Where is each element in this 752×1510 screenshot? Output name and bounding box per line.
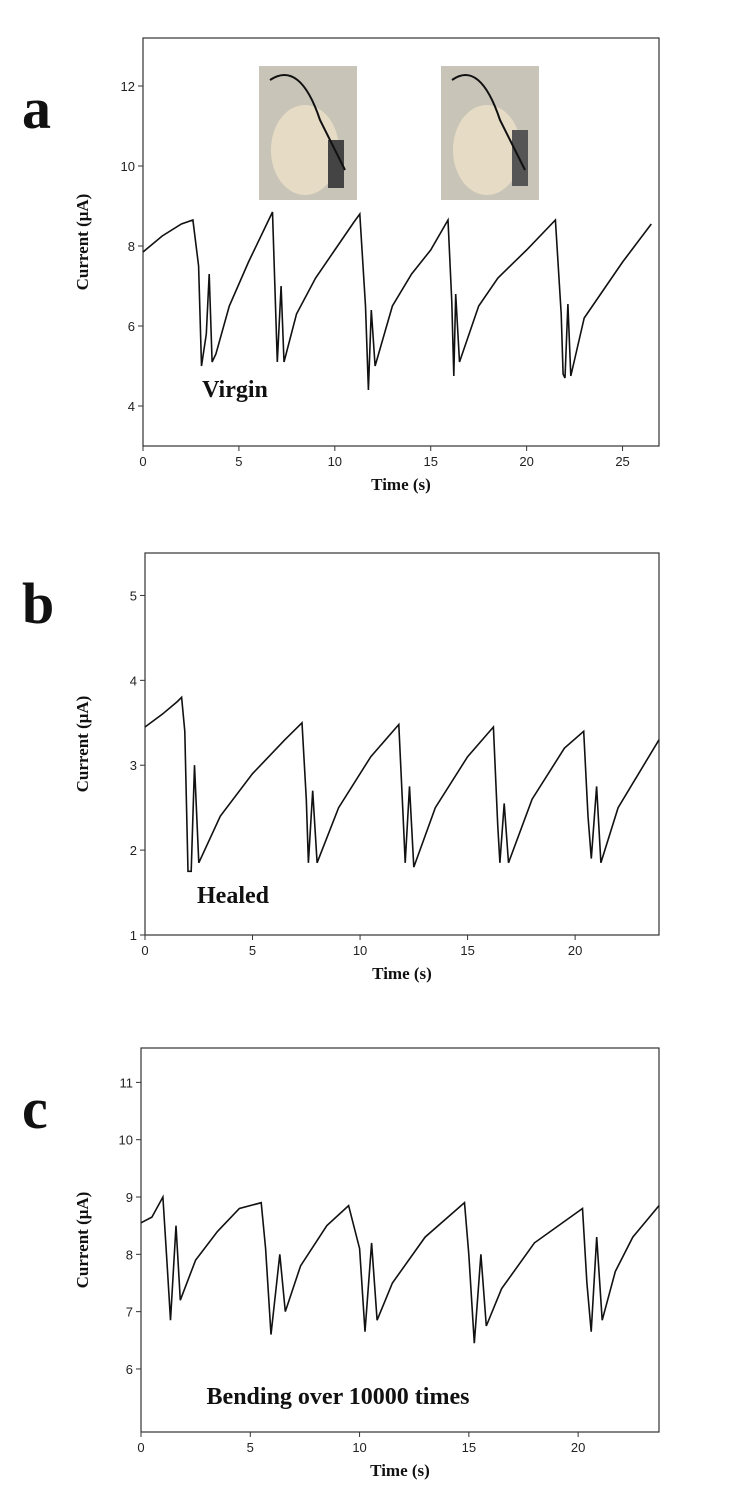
data-line — [144, 695, 660, 873]
x-axis-label: Time (s) — [370, 1461, 430, 1480]
x-tick-label: 20 — [568, 943, 582, 958]
y-tick-label: 1 — [130, 928, 137, 943]
y-tick-label: 6 — [126, 1362, 133, 1377]
data-line — [140, 1194, 660, 1344]
x-tick-label: 20 — [571, 1440, 585, 1455]
annotation: Healed — [197, 883, 270, 909]
x-tick-label: 25 — [615, 454, 629, 469]
data-line — [142, 211, 652, 391]
plot-frame — [140, 1047, 660, 1433]
y-axis-label: Current (μA) — [73, 696, 92, 793]
annotation: Virgin — [202, 377, 268, 403]
y-tick-label: 5 — [130, 588, 137, 603]
y-tick-label: 9 — [126, 1190, 133, 1205]
mannequin — [453, 105, 521, 195]
sensor — [328, 140, 344, 188]
y-axis-label: Current (μA) — [73, 194, 92, 291]
y-tick-label: 10 — [119, 1133, 133, 1148]
x-tick-label: 15 — [423, 454, 437, 469]
x-tick-label: 10 — [328, 454, 342, 469]
plot-frame — [144, 552, 660, 936]
x-tick-label: 5 — [235, 454, 242, 469]
y-axis-label: Current (μA) — [73, 1192, 92, 1289]
panel-label: c — [22, 1076, 48, 1141]
x-tick-label: 15 — [460, 943, 474, 958]
y-tick-label: 2 — [130, 843, 137, 858]
y-tick-label: 6 — [128, 319, 135, 334]
y-tick-label: 10 — [121, 159, 135, 174]
x-axis-label: Time (s) — [371, 475, 431, 494]
y-tick-label: 8 — [126, 1247, 133, 1262]
x-axis-label: Time (s) — [372, 964, 432, 983]
x-tick-label: 5 — [247, 1440, 254, 1455]
panel-label: b — [22, 571, 54, 636]
x-tick-label: 0 — [141, 943, 148, 958]
y-tick-label: 4 — [128, 399, 135, 414]
y-tick-label: 4 — [130, 673, 137, 688]
mannequin — [271, 105, 339, 195]
wire — [269, 74, 346, 171]
x-tick-label: 10 — [353, 943, 367, 958]
inset-photos — [259, 66, 539, 200]
y-tick-label: 7 — [126, 1305, 133, 1320]
panel-label: a — [22, 76, 51, 141]
y-tick-label: 3 — [130, 758, 137, 773]
y-tick-label: 11 — [120, 1075, 134, 1090]
x-tick-label: 20 — [519, 454, 533, 469]
plot-frame — [142, 37, 660, 447]
y-tick-label: 8 — [128, 239, 135, 254]
x-tick-label: 10 — [352, 1440, 366, 1455]
x-tick-label: 15 — [462, 1440, 476, 1455]
x-tick-label: 0 — [137, 1440, 144, 1455]
x-tick-label: 0 — [139, 454, 146, 469]
annotation: Bending over 10000 times — [207, 1384, 470, 1410]
wire — [451, 74, 526, 171]
y-tick-label: 12 — [121, 79, 135, 94]
x-tick-label: 5 — [249, 943, 256, 958]
